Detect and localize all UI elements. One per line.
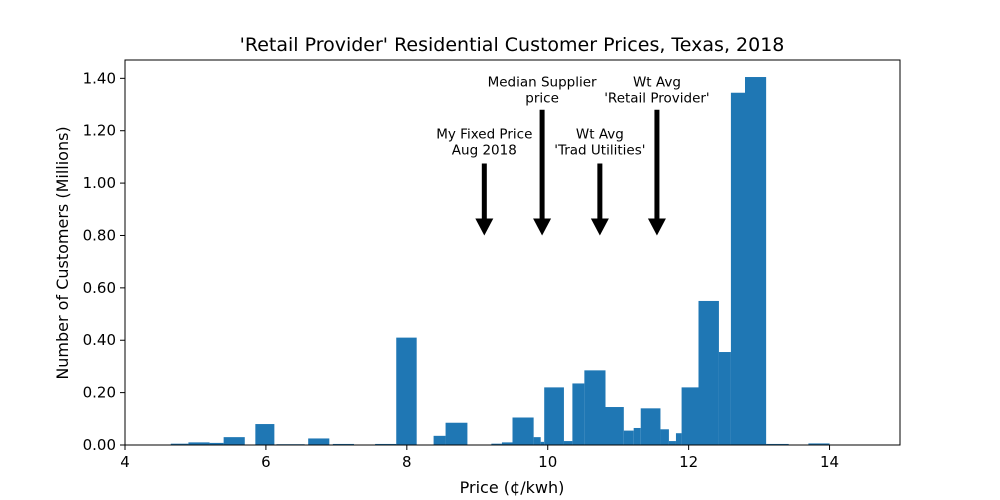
bar-3 — [223, 437, 245, 445]
bar-0 — [170, 443, 189, 445]
bar-30 — [718, 352, 731, 445]
bar-7 — [332, 443, 354, 445]
bar-23 — [633, 427, 641, 445]
arrow-head — [533, 218, 552, 236]
y-tick-label: 0.20 — [83, 384, 116, 402]
bar-12 — [491, 443, 502, 445]
bar-8 — [375, 443, 397, 445]
bar-28 — [681, 387, 699, 445]
bar-21 — [605, 407, 624, 445]
y-tick-label: 1.20 — [83, 122, 116, 140]
bar-25 — [660, 429, 669, 445]
chart-title: 'Retail Provider' Residential Customer P… — [240, 34, 785, 56]
y-tick-label: 1.40 — [83, 69, 116, 87]
y-tick-label: 0.80 — [83, 226, 116, 244]
y-tick-label: 0.60 — [83, 279, 116, 297]
x-tick-label: 14 — [820, 453, 839, 471]
annotation-3: Wt Avg'Retail Provider' — [604, 74, 710, 236]
bar-16 — [540, 441, 545, 445]
bar-22 — [623, 430, 634, 445]
bar-14 — [512, 417, 534, 445]
x-tick-label: 6 — [261, 453, 271, 471]
bar-11 — [445, 422, 468, 445]
x-axis: 4 6 8 10 12 14 — [120, 445, 839, 471]
bar-33 — [766, 443, 789, 445]
bar-26 — [668, 441, 676, 445]
bar-31 — [730, 92, 745, 445]
plot-frame — [124, 59, 901, 446]
annotation-text: Wt Avg — [633, 74, 681, 90]
annotation-text: Median Supplier — [488, 74, 597, 90]
annotation-2: Wt Avg'Trad Utilities' — [554, 127, 645, 236]
arrow-head — [475, 218, 494, 236]
bar-9 — [396, 337, 417, 445]
y-tick-label: 0.00 — [83, 436, 116, 454]
annotation-text: Wt Avg — [576, 127, 624, 143]
bar-29 — [698, 300, 719, 445]
bar-34 — [808, 443, 830, 445]
x-tick-label: 4 — [120, 453, 130, 471]
bars-group — [170, 77, 830, 446]
bar-6 — [308, 438, 330, 445]
y-tick-label: 1.00 — [83, 174, 116, 192]
bar-13 — [501, 442, 513, 445]
y-axis: 0.00 0.20 0.40 0.60 0.80 1.00 1.20 1.40 — [83, 69, 125, 454]
x-axis-label: Price (¢/kwh) — [460, 478, 565, 497]
annotation-text: price — [525, 90, 559, 106]
bar-32 — [745, 77, 767, 446]
annotation-text: 'Retail Provider' — [604, 90, 709, 106]
bar-15 — [533, 437, 541, 445]
bar-20 — [584, 370, 606, 445]
arrow-head — [590, 218, 609, 236]
bar-4 — [255, 424, 275, 445]
arrow-head — [647, 218, 666, 236]
bar-18 — [563, 441, 573, 445]
bar-2 — [209, 442, 224, 445]
bar-24 — [640, 408, 661, 445]
bar-27 — [675, 433, 682, 445]
bar-19 — [572, 383, 585, 445]
x-tick-label: 12 — [679, 453, 698, 471]
x-tick-label: 10 — [538, 453, 557, 471]
y-axis-label: Number of Customers (Millions) — [53, 126, 72, 379]
annotation-text: Aug 2018 — [452, 143, 517, 159]
x-tick-label: 8 — [402, 453, 412, 471]
y-tick-label: 0.40 — [83, 331, 116, 349]
annotation-text: My Fixed Price — [436, 127, 532, 143]
bar-1 — [188, 442, 210, 445]
annotation-text: 'Trad Utilities' — [554, 143, 645, 159]
bar-17 — [544, 387, 564, 445]
bar-10 — [433, 435, 446, 445]
